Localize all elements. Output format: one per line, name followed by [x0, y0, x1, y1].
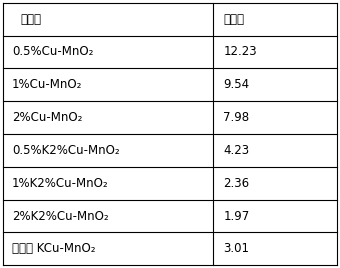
Text: 苯浓度: 苯浓度 [223, 13, 244, 26]
Text: 催化剂: 催化剂 [20, 13, 41, 26]
Text: 1%Cu-MnO₂: 1%Cu-MnO₂ [12, 78, 82, 91]
Text: 3.01: 3.01 [223, 242, 249, 255]
Text: 2.36: 2.36 [223, 177, 249, 190]
Text: 2%K2%Cu-MnO₂: 2%K2%Cu-MnO₂ [12, 210, 108, 223]
Text: 2%Cu-MnO₂: 2%Cu-MnO₂ [12, 111, 82, 124]
Text: 1%K2%Cu-MnO₂: 1%K2%Cu-MnO₂ [12, 177, 108, 190]
Text: 7.98: 7.98 [223, 111, 249, 124]
Text: 0.5%K2%Cu-MnO₂: 0.5%K2%Cu-MnO₂ [12, 144, 119, 157]
Text: 0.5%Cu-MnO₂: 0.5%Cu-MnO₂ [12, 45, 93, 58]
Text: 1.97: 1.97 [223, 210, 250, 223]
Text: 整体型 KCu-MnO₂: 整体型 KCu-MnO₂ [12, 242, 95, 255]
Text: 4.23: 4.23 [223, 144, 249, 157]
Text: 9.54: 9.54 [223, 78, 249, 91]
Text: 12.23: 12.23 [223, 45, 257, 58]
